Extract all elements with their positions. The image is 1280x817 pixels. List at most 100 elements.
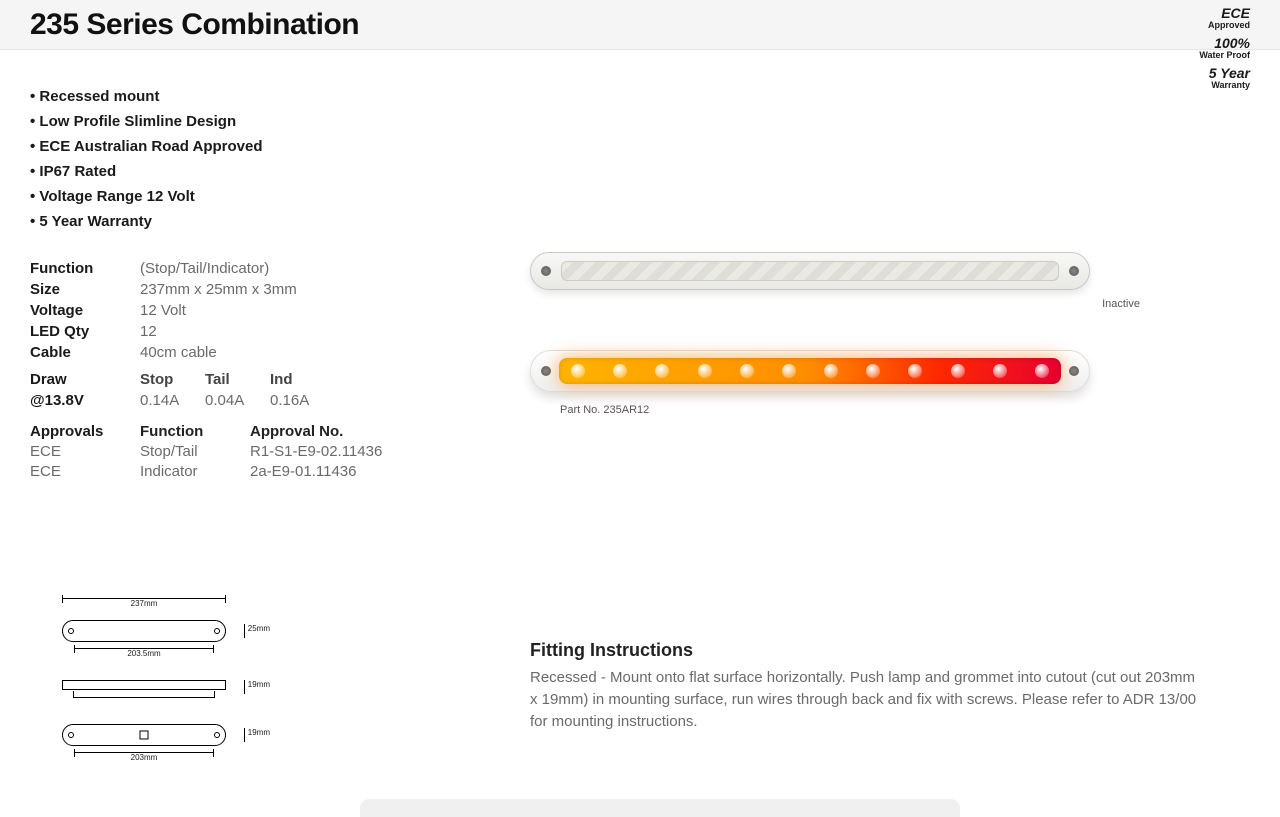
badge-bottom: Warranty: [1199, 81, 1250, 90]
lens: [561, 261, 1059, 281]
draw-header-row: Draw Stop Tail Ind: [30, 371, 490, 388]
led-icon: [1035, 364, 1049, 378]
dimension-label: 203mm: [74, 752, 214, 762]
badge-ece: ECE Approved: [1199, 6, 1250, 30]
bullet-item: Low Profile Slimline Design: [30, 113, 490, 130]
badge-top: 100%: [1199, 36, 1250, 51]
led-icon: [951, 364, 965, 378]
screw-hole-icon: [68, 732, 74, 738]
schematic-side-view: 19mm: [24, 666, 324, 696]
page-title: 235 Series Combination: [30, 8, 359, 42]
spec-table: Function(Stop/Tail/Indicator) Size237mm …: [30, 260, 490, 480]
spec-label: Function: [30, 260, 140, 277]
feature-badges: ECE Approved 100% Water Proof 5 Year War…: [1199, 6, 1250, 96]
screw-hole-icon: [68, 628, 74, 634]
spec-value: (Stop/Tail/Indicator): [140, 260, 269, 277]
led-icon: [993, 364, 1007, 378]
dimension-label: 19mm: [244, 728, 270, 742]
draw-headers: Stop Tail Ind: [140, 371, 335, 388]
feature-bullets: Recessed mount Low Profile Slimline Desi…: [30, 88, 490, 230]
bullet-item: 5 Year Warranty: [30, 213, 490, 230]
dimension-schematic: 237mm 25mm 203.5mm 19mm 19mm 203mm: [24, 610, 324, 770]
spec-row: Function(Stop/Tail/Indicator): [30, 260, 490, 277]
spec-label: Cable: [30, 344, 140, 361]
spec-row: Cable40cm cable: [30, 344, 490, 361]
outline-side: [62, 680, 226, 690]
lamp-active: [530, 350, 1090, 392]
lamp-inactive-wrap: Inactive Part No. 235AR12: [530, 240, 1230, 416]
screw-hole-icon: [214, 628, 220, 634]
led-icon: [782, 364, 796, 378]
badge-top: 5 Year: [1199, 66, 1250, 81]
fitting-instructions: Fitting Instructions Recessed - Mount on…: [530, 640, 1230, 732]
left-column: Recessed mount Low Profile Slimline Desi…: [30, 80, 490, 483]
approvals-row: ECE Stop/Tail R1-S1-E9-02.11436: [30, 443, 490, 460]
dimension-label: 19mm: [244, 680, 270, 694]
footer-strip: [360, 799, 960, 817]
bullet-item: Voltage Range 12 Volt: [30, 188, 490, 205]
badge-bottom: Approved: [1199, 21, 1250, 30]
lamp-inactive: [530, 252, 1090, 290]
outline-top: [62, 620, 226, 642]
spec-label: LED Qty: [30, 323, 140, 340]
product-images: Inactive Part No. 235AR12: [530, 240, 1230, 416]
led-array: [571, 351, 1049, 391]
approvals-num: R1-S1-E9-02.11436: [250, 443, 490, 460]
draw-value: 0.04A: [205, 392, 270, 409]
approvals-auth: ECE: [30, 463, 140, 480]
spec-label: Voltage: [30, 302, 140, 319]
led-icon: [655, 364, 669, 378]
draw-header: Tail: [205, 371, 270, 388]
approvals-header-func: Function: [140, 423, 250, 440]
dimension-label: 203.5mm: [74, 648, 214, 658]
connector-icon: [140, 731, 149, 740]
led-icon: [571, 364, 585, 378]
draw-label: @13.8V: [30, 392, 140, 409]
draw-values: 0.14A 0.04A 0.16A: [140, 392, 335, 409]
screw-hole-icon: [214, 732, 220, 738]
approvals-func: Indicator: [140, 463, 250, 480]
badge-warranty: 5 Year Warranty: [1199, 66, 1250, 90]
spec-value: 40cm cable: [140, 344, 217, 361]
spec-row: Voltage12 Volt: [30, 302, 490, 319]
approvals-row: ECE Indicator 2a-E9-01.11436: [30, 463, 490, 480]
draw-table: Draw Stop Tail Ind @13.8V 0.14A 0.04A 0.…: [30, 371, 490, 409]
led-icon: [908, 364, 922, 378]
bullet-item: IP67 Rated: [30, 163, 490, 180]
led-icon: [866, 364, 880, 378]
screw-icon: [541, 366, 551, 376]
spec-label: Size: [30, 281, 140, 298]
led-icon: [698, 364, 712, 378]
badge-bottom: Water Proof: [1199, 51, 1250, 60]
spec-value: 12 Volt: [140, 302, 186, 319]
draw-value-row: @13.8V 0.14A 0.04A 0.16A: [30, 392, 490, 409]
led-icon: [740, 364, 754, 378]
header-bar: 235 Series Combination ECE Approved 100%…: [0, 0, 1280, 50]
fitting-title: Fitting Instructions: [530, 640, 1230, 661]
outline-back: [62, 724, 226, 746]
approvals-func: Stop/Tail: [140, 443, 250, 460]
spec-row: Size237mm x 25mm x 3mm: [30, 281, 490, 298]
screw-icon: [1069, 266, 1079, 276]
spec-row: LED Qty12: [30, 323, 490, 340]
led-icon: [824, 364, 838, 378]
approvals-header-num: Approval No.: [250, 423, 490, 440]
spec-value: 12: [140, 323, 157, 340]
approvals-auth: ECE: [30, 443, 140, 460]
spec-value: 237mm x 25mm x 3mm: [140, 281, 297, 298]
part-number: Part No. 235AR12: [560, 404, 649, 416]
draw-label: Draw: [30, 371, 140, 388]
draw-header: Stop: [140, 371, 205, 388]
schematic-back-view: 19mm 203mm: [24, 714, 324, 752]
led-icon: [613, 364, 627, 378]
schematic-top-view: 237mm 25mm 203.5mm: [24, 610, 324, 648]
fitting-text: Recessed - Mount onto flat surface horiz…: [530, 667, 1200, 732]
badge-waterproof: 100% Water Proof: [1199, 36, 1250, 60]
screw-icon: [541, 266, 551, 276]
bullet-item: ECE Australian Road Approved: [30, 138, 490, 155]
badge-top: ECE: [1199, 6, 1250, 21]
draw-header: Ind: [270, 371, 335, 388]
dimension-label: 237mm: [62, 598, 226, 608]
approvals-header: Approvals Function Approval No.: [30, 423, 490, 440]
screw-icon: [1069, 366, 1079, 376]
